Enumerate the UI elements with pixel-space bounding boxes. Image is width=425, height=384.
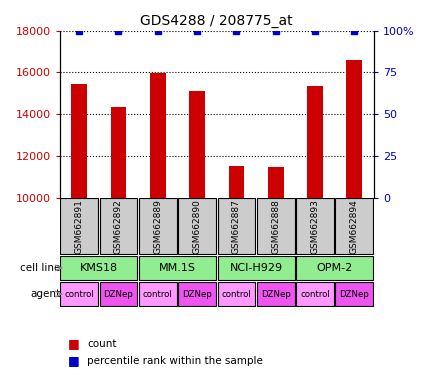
FancyBboxPatch shape bbox=[218, 282, 255, 306]
FancyBboxPatch shape bbox=[178, 198, 216, 254]
Text: OPM-2: OPM-2 bbox=[317, 263, 353, 273]
Text: percentile rank within the sample: percentile rank within the sample bbox=[87, 356, 263, 366]
Title: GDS4288 / 208775_at: GDS4288 / 208775_at bbox=[140, 14, 293, 28]
Text: DZNep: DZNep bbox=[261, 290, 291, 299]
FancyBboxPatch shape bbox=[139, 198, 177, 254]
FancyBboxPatch shape bbox=[139, 256, 216, 280]
Text: GSM662892: GSM662892 bbox=[114, 199, 123, 253]
Text: GSM662889: GSM662889 bbox=[153, 199, 162, 253]
FancyBboxPatch shape bbox=[99, 198, 137, 254]
Text: GSM662888: GSM662888 bbox=[271, 199, 280, 253]
FancyBboxPatch shape bbox=[296, 198, 334, 254]
FancyBboxPatch shape bbox=[296, 256, 373, 280]
Text: control: control bbox=[64, 290, 94, 299]
Text: DZNep: DZNep bbox=[104, 290, 133, 299]
Bar bbox=[346, 60, 362, 197]
Text: GSM662893: GSM662893 bbox=[311, 199, 320, 253]
Text: MM.1S: MM.1S bbox=[159, 263, 196, 273]
FancyBboxPatch shape bbox=[218, 256, 295, 280]
FancyBboxPatch shape bbox=[257, 198, 295, 254]
Text: NCI-H929: NCI-H929 bbox=[230, 263, 283, 273]
Text: ■: ■ bbox=[68, 337, 80, 350]
Text: GSM662890: GSM662890 bbox=[193, 199, 201, 253]
Bar bbox=[150, 73, 166, 197]
FancyBboxPatch shape bbox=[296, 282, 334, 306]
Text: control: control bbox=[221, 290, 251, 299]
Bar bbox=[307, 86, 323, 197]
Text: agent: agent bbox=[30, 289, 60, 299]
Text: KMS18: KMS18 bbox=[80, 263, 118, 273]
Bar bbox=[189, 91, 205, 197]
Text: control: control bbox=[300, 290, 330, 299]
Text: control: control bbox=[143, 290, 173, 299]
Text: DZNep: DZNep bbox=[182, 290, 212, 299]
Text: DZNep: DZNep bbox=[340, 290, 369, 299]
Bar bbox=[71, 84, 87, 197]
FancyBboxPatch shape bbox=[257, 282, 295, 306]
FancyBboxPatch shape bbox=[60, 256, 137, 280]
FancyBboxPatch shape bbox=[178, 282, 216, 306]
FancyBboxPatch shape bbox=[335, 198, 373, 254]
FancyBboxPatch shape bbox=[335, 282, 373, 306]
Bar bbox=[110, 107, 126, 197]
FancyBboxPatch shape bbox=[139, 282, 177, 306]
Text: cell line: cell line bbox=[20, 263, 60, 273]
Text: GSM662894: GSM662894 bbox=[350, 199, 359, 253]
Text: ■: ■ bbox=[68, 354, 80, 367]
FancyBboxPatch shape bbox=[218, 198, 255, 254]
Text: GSM662891: GSM662891 bbox=[75, 199, 84, 253]
FancyBboxPatch shape bbox=[60, 198, 98, 254]
Text: GSM662887: GSM662887 bbox=[232, 199, 241, 253]
Text: count: count bbox=[87, 339, 116, 349]
FancyBboxPatch shape bbox=[60, 282, 98, 306]
Bar bbox=[268, 167, 283, 197]
FancyBboxPatch shape bbox=[99, 282, 137, 306]
Bar bbox=[229, 166, 244, 197]
